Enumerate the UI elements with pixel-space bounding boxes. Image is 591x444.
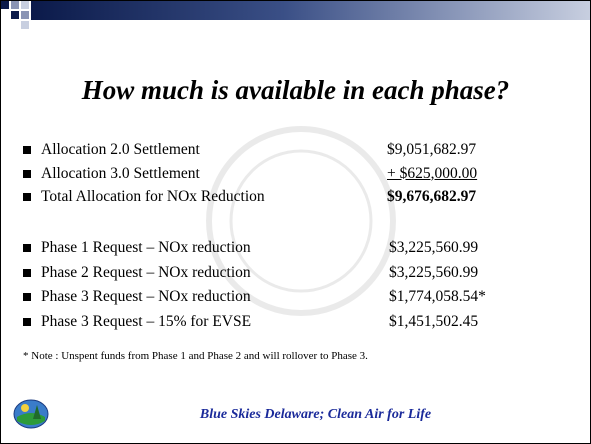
footer-slogan: Blue Skies Delaware; Clean Air for Life (1, 407, 590, 423)
list-item: Allocation 2.0 Settlement $9,051,682.97 (1, 141, 590, 161)
bullet (23, 193, 31, 201)
bullet (23, 269, 31, 277)
item-amount: $1,451,502.45 (389, 313, 478, 331)
item-label: Phase 3 Request – 15% for EVSE (41, 313, 251, 331)
decor (11, 1, 19, 9)
item-label: Phase 2 Request – NOx reduction (41, 264, 251, 282)
item-amount: $9,676,682.97 (387, 188, 476, 206)
list-item: Total Allocation for NOx Reduction $9,676… (1, 188, 590, 208)
note: * Note : Unspent funds from Phase 1 and … (23, 350, 368, 362)
list-item: Phase 3 Request – 15% for EVSE $1,451,502… (1, 313, 590, 333)
slide-title: How much is available in each phase? (1, 75, 590, 106)
list-item: Allocation 3.0 Settlement + $625,000.00 (1, 165, 590, 185)
bullet (23, 318, 31, 326)
list-item: Phase 3 Request – NOx reduction $1,774,05… (1, 288, 590, 308)
bullet (23, 146, 31, 154)
item-label: Allocation 2.0 Settlement (41, 141, 200, 159)
bullet (23, 244, 31, 252)
item-amount: $1,774,058.54* (389, 288, 486, 306)
item-label: Total Allocation for NOx Reduction (41, 188, 265, 206)
item-amount: $3,225,560.99 (389, 264, 478, 282)
decor (21, 21, 29, 29)
header-bar (31, 1, 591, 20)
item-label: Phase 3 Request – NOx reduction (41, 288, 251, 306)
decor (11, 11, 19, 19)
bullet (23, 170, 31, 178)
item-amount: + $625,000.00 (387, 165, 477, 183)
item-amount: $3,225,560.99 (389, 239, 478, 257)
slide: How much is available in each phase? All… (0, 0, 591, 444)
bullet (23, 293, 31, 301)
list-item: Phase 1 Request – NOx reduction $3,225,56… (1, 239, 590, 259)
list-item: Phase 2 Request – NOx reduction $3,225,56… (1, 264, 590, 284)
decor (21, 1, 29, 9)
item-amount: $9,051,682.97 (387, 141, 476, 159)
decor (21, 11, 29, 19)
item-label: Allocation 3.0 Settlement (41, 165, 200, 183)
item-label: Phase 1 Request – NOx reduction (41, 239, 251, 257)
decor (1, 1, 9, 9)
